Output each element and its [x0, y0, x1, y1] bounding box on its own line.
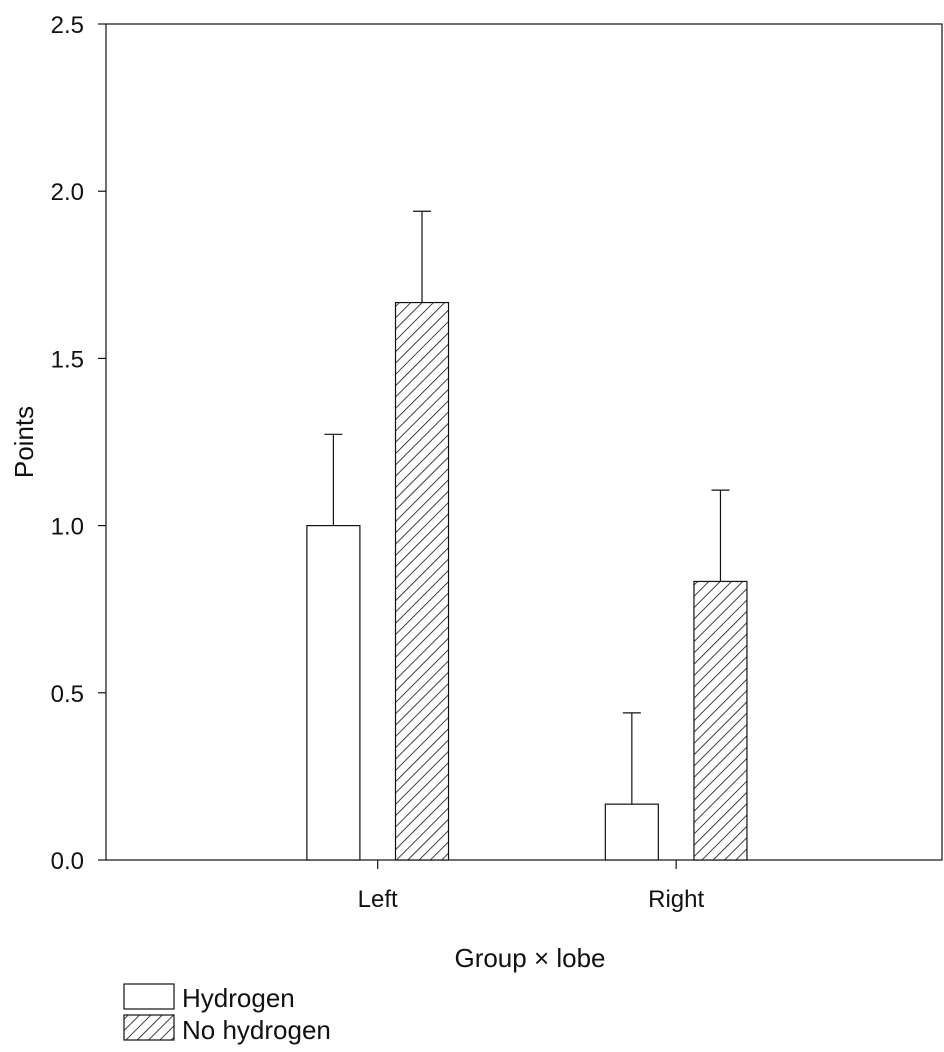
y-tick-label: 1.0	[51, 514, 84, 541]
bar-hydrogen-right	[604, 803, 659, 861]
legend-label-no-hydrogen: No hydrogen	[182, 1015, 331, 1045]
legend-swatch-no-hydrogen	[123, 1014, 175, 1041]
y-tick-label: 0.5	[51, 681, 84, 708]
y-tick-label: 1.5	[51, 346, 84, 373]
y-tick-label: 2.0	[51, 179, 84, 206]
bars	[306, 210, 748, 861]
y-axis-label: Points	[9, 406, 39, 478]
bar-hydrogen-left	[306, 524, 361, 861]
x-tick-label: Left	[358, 886, 398, 913]
legend-swatch-hydrogen	[123, 983, 175, 1010]
y-tick-label: 2.5	[51, 12, 84, 39]
bar-no-hydrogen-left	[394, 301, 450, 861]
y-tick-label: 0.0	[51, 848, 84, 875]
x-axis-ticks: Left Right	[358, 860, 704, 913]
plot-frame	[105, 23, 943, 861]
legend: Hydrogen No hydrogen	[123, 983, 331, 1045]
legend-label-hydrogen: Hydrogen	[182, 983, 295, 1013]
x-axis-label: Group × lobe	[454, 943, 605, 973]
x-tick-label: Right	[648, 886, 704, 913]
y-axis-ticks: 0.0 0.5 1.0 1.5 2.0 2.5	[51, 12, 106, 875]
bar-no-hydrogen-right	[693, 580, 748, 861]
